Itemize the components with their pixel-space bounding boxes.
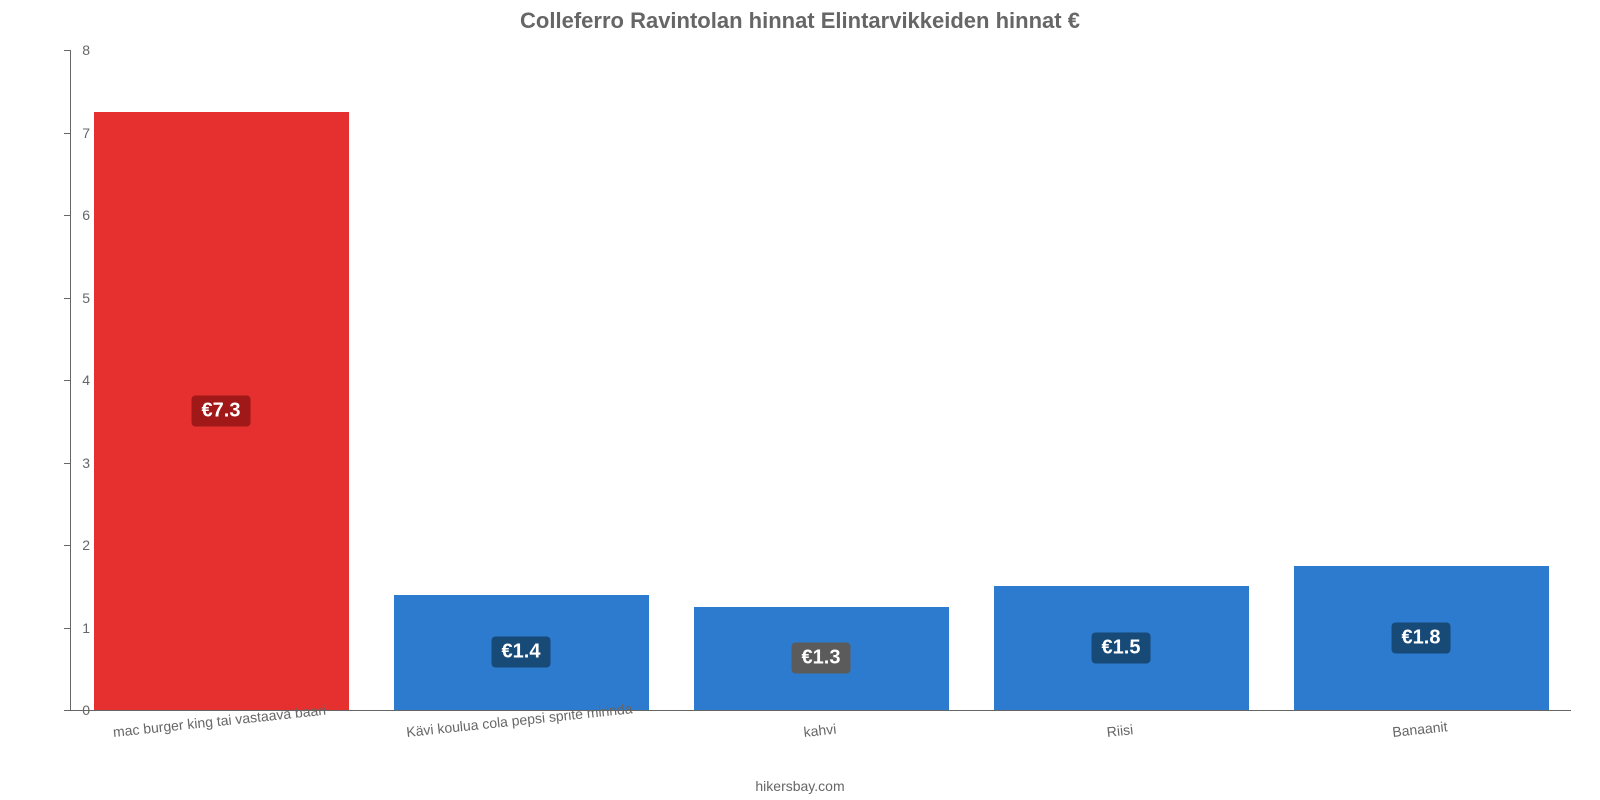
y-tick-label: 5: [30, 290, 90, 306]
y-tick-label: 3: [30, 455, 90, 471]
y-tick-label: 0: [30, 702, 90, 718]
price-bar-chart: Colleferro Ravintolan hinnat Elintarvikk…: [0, 0, 1600, 800]
y-tick-mark: [64, 298, 70, 299]
y-tick-mark: [64, 710, 70, 711]
y-tick-label: 8: [30, 42, 90, 58]
bar-value-label: €1.8: [1392, 622, 1451, 653]
y-tick-mark: [64, 545, 70, 546]
chart-title: Colleferro Ravintolan hinnat Elintarvikk…: [0, 8, 1600, 34]
category-label: Banaanit: [1392, 718, 1449, 740]
y-tick-mark: [64, 133, 70, 134]
y-tick-mark: [64, 463, 70, 464]
y-tick-mark: [64, 50, 70, 51]
bar-value-label: €1.5: [1092, 633, 1151, 664]
y-tick-label: 6: [30, 207, 90, 223]
attribution-text: hikersbay.com: [0, 778, 1600, 794]
category-label: Riisi: [1106, 721, 1134, 740]
bar-value-label: €1.3: [792, 643, 851, 674]
y-tick-label: 2: [30, 537, 90, 553]
y-tick-label: 1: [30, 620, 90, 636]
category-label: kahvi: [803, 721, 837, 740]
y-tick-mark: [64, 628, 70, 629]
y-tick-mark: [64, 380, 70, 381]
bar-value-label: €7.3: [192, 395, 251, 426]
plot-area: €7.3 €1.4 €1.3 €1.5 €1.8: [70, 50, 1571, 711]
y-tick-label: 4: [30, 372, 90, 388]
bar-value-label: €1.4: [492, 637, 551, 668]
y-tick-mark: [64, 215, 70, 216]
y-tick-label: 7: [30, 125, 90, 141]
